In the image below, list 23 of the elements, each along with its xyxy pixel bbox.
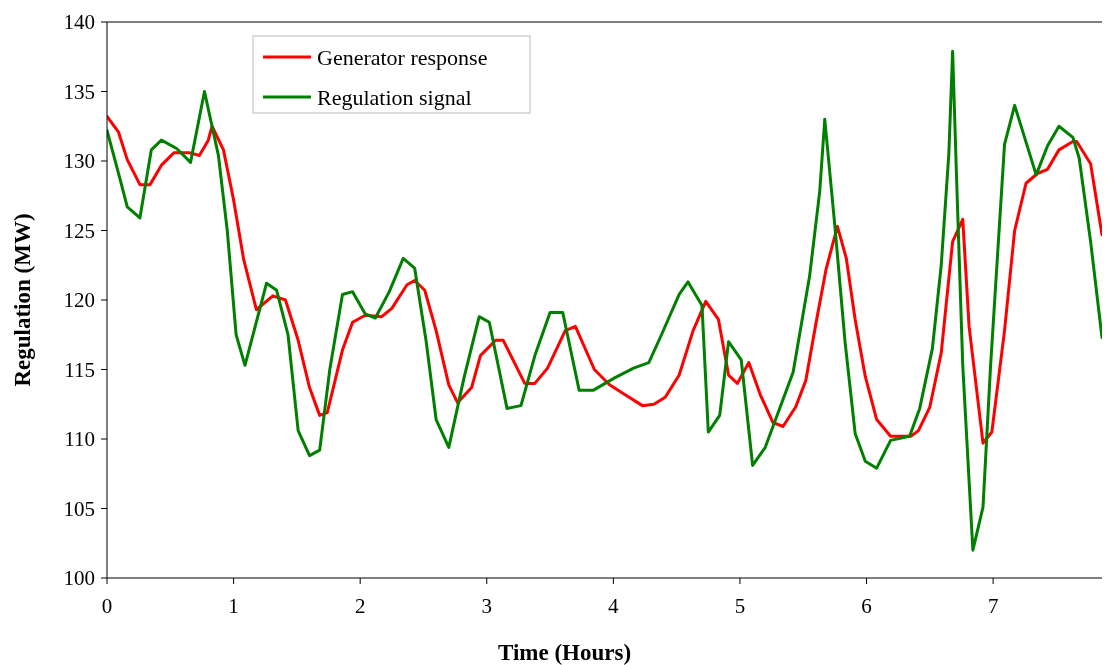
y-tick-label: 100 — [63, 566, 95, 591]
y-axis-title: Regulation (MW) — [10, 213, 35, 387]
legend-label: Generator response — [317, 44, 488, 70]
line-series — [107, 49, 1102, 552]
x-axis-title: Time (Hours) — [497, 640, 632, 665]
y-tick-label: 130 — [63, 149, 95, 174]
y-tick-label: 105 — [63, 496, 95, 521]
line-series — [107, 115, 1102, 445]
x-tick-label: 6 — [861, 594, 872, 618]
legend-label: Regulation signal — [317, 84, 472, 110]
x-tick-label: 4 — [608, 594, 620, 618]
x-tick-label: 5 — [734, 594, 746, 618]
x-tick-label: 0 — [101, 594, 113, 618]
x-tick-label: 2 — [354, 594, 366, 618]
y-tick-label: 140 — [63, 10, 95, 35]
x-tick-label: 7 — [987, 594, 999, 618]
y-tick-label: 120 — [63, 288, 95, 313]
y-tick-label: 110 — [64, 427, 95, 452]
y-tick-label: 115 — [64, 357, 95, 382]
y-tick-label: 125 — [63, 218, 95, 243]
x-tick-label: 1 — [228, 594, 239, 618]
y-tick-label: 135 — [63, 79, 95, 104]
x-tick-label: 3 — [481, 594, 493, 618]
